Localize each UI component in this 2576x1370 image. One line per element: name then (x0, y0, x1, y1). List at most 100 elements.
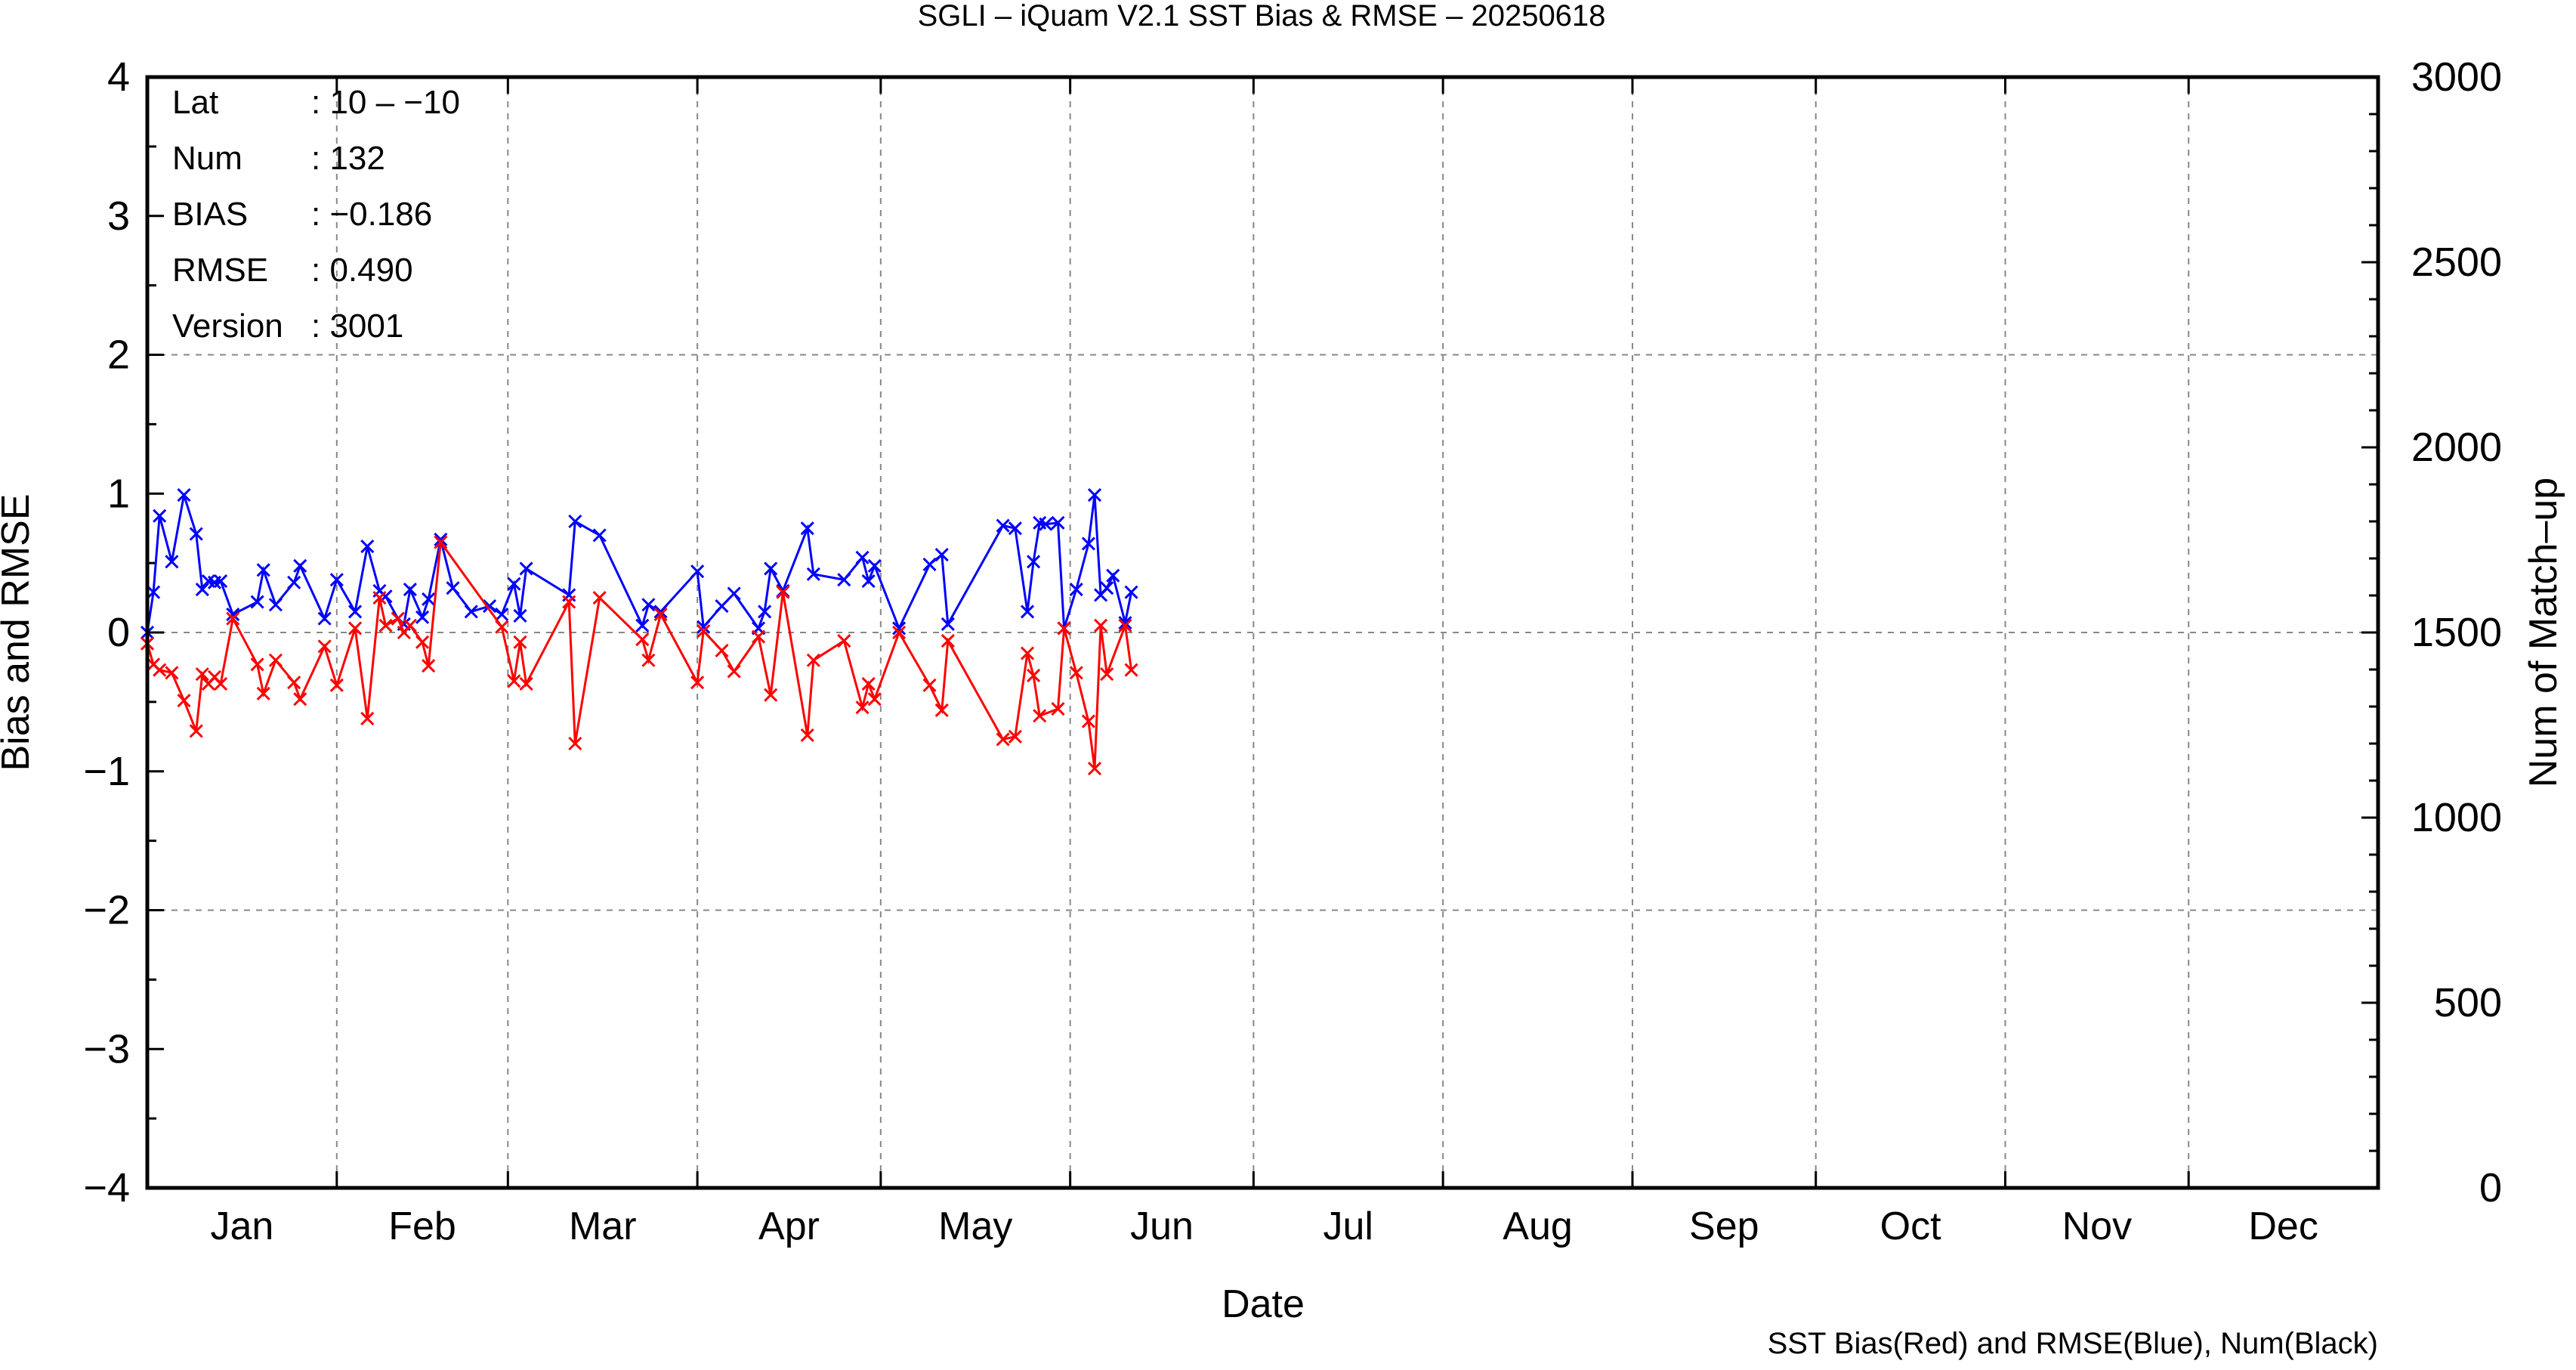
y2-tick-label: 1500 (2411, 610, 2502, 655)
y-tick-label: −1 (83, 749, 130, 794)
grid-lines (147, 77, 2378, 1188)
data-point (177, 488, 191, 503)
data-point (697, 620, 711, 634)
data-point (226, 608, 240, 622)
data-point (934, 703, 949, 717)
stat-num-label: Num (172, 140, 242, 177)
data-point (641, 598, 656, 612)
data-point (855, 700, 869, 715)
data-point (1027, 555, 1041, 569)
x-tick-labels: Jan Feb Mar Apr May Jun Jul Aug Sep Oct Nov Dec (210, 1205, 2318, 1248)
data-point (690, 564, 705, 579)
data-point (415, 610, 430, 624)
data-point (519, 676, 533, 691)
data-point (360, 540, 375, 554)
data-point (250, 657, 264, 672)
data-point (287, 676, 301, 690)
data-point (861, 676, 876, 691)
data-point (214, 574, 228, 589)
data-point (348, 621, 363, 636)
data-point (892, 621, 907, 636)
data-point (226, 611, 240, 626)
x-tick-label: Aug (1503, 1205, 1573, 1248)
data-point (513, 635, 527, 649)
y-tick-label: −2 (83, 888, 130, 933)
chart-title: SGLI – iQuam V2.1 SST Bias & RMSE – 2025… (918, 0, 1606, 32)
data-point (1106, 568, 1120, 583)
data-point (592, 528, 607, 543)
data-point (751, 629, 766, 644)
data-point (697, 624, 711, 639)
data-point (806, 653, 820, 667)
y-tick-label: 0 (107, 610, 130, 655)
data-point (268, 598, 283, 612)
data-point (1008, 521, 1022, 536)
data-point (892, 625, 907, 640)
y2-axis-label: Num of Match–up (2522, 478, 2565, 787)
x-tick-label: Jun (1130, 1205, 1194, 1248)
data-point (153, 663, 167, 677)
data-point (941, 633, 955, 648)
data-point (1094, 618, 1108, 632)
data-point (1087, 762, 1102, 776)
data-point (195, 667, 209, 682)
series-1 (140, 535, 1138, 776)
y-tick-label: 3 (107, 193, 130, 239)
x-tick-label: Feb (388, 1205, 456, 1248)
x-tick-label: May (938, 1205, 1012, 1248)
data-point (806, 567, 820, 581)
data-point (1027, 668, 1041, 683)
data-point (1118, 616, 1132, 630)
data-point (189, 527, 203, 541)
x-tick-label: Apr (758, 1205, 820, 1248)
data-point (837, 573, 851, 587)
data-point (519, 561, 533, 576)
data-point (941, 617, 955, 632)
data-point (1069, 582, 1083, 597)
data-point (483, 599, 497, 614)
data-point (189, 724, 203, 738)
data-point (635, 632, 650, 647)
x-tick-label: Oct (1880, 1205, 1941, 1248)
data-point (446, 581, 460, 595)
data-point (690, 676, 705, 690)
y2-tick-label: 2500 (2411, 240, 2502, 285)
series-layer (140, 488, 1138, 776)
data-point (165, 666, 179, 680)
data-point (727, 586, 741, 601)
data-point (147, 585, 161, 599)
data-point (653, 605, 668, 619)
data-point (837, 633, 851, 648)
stat-version-value: : 3001 (311, 308, 403, 345)
data-point (1124, 663, 1138, 677)
data-point (855, 550, 869, 564)
x-tick-label: Jul (1324, 1205, 1373, 1248)
stat-rmse-value: : 0.490 (311, 252, 413, 289)
data-point (562, 595, 576, 609)
data-point (495, 608, 509, 622)
data-point (317, 611, 332, 626)
data-point (867, 692, 882, 707)
data-point (568, 514, 582, 529)
x-tick-label: Nov (2062, 1205, 2132, 1248)
y-tick-labels: 4 3 2 1 0 −1 −2 −3 −4 (83, 54, 130, 1211)
data-point (1118, 618, 1132, 632)
data-point (287, 575, 301, 589)
data-point (1100, 667, 1114, 682)
data-point (653, 608, 668, 622)
data-point (1069, 666, 1083, 680)
data-point (764, 561, 778, 576)
y-tick-label: −4 (83, 1165, 130, 1211)
data-point (1081, 537, 1095, 551)
x-tick-label: Sep (1689, 1205, 1759, 1248)
data-point (434, 532, 448, 546)
data-point (800, 521, 814, 536)
data-point (434, 535, 448, 549)
stat-lat-label: Lat (172, 84, 218, 121)
data-point (378, 618, 393, 632)
data-point (1008, 729, 1022, 744)
data-point (996, 732, 1010, 747)
data-point (715, 643, 729, 657)
chart-footnote: SST Bias(Red) and RMSE(Blue), Num(Black) (1768, 1327, 2378, 1360)
